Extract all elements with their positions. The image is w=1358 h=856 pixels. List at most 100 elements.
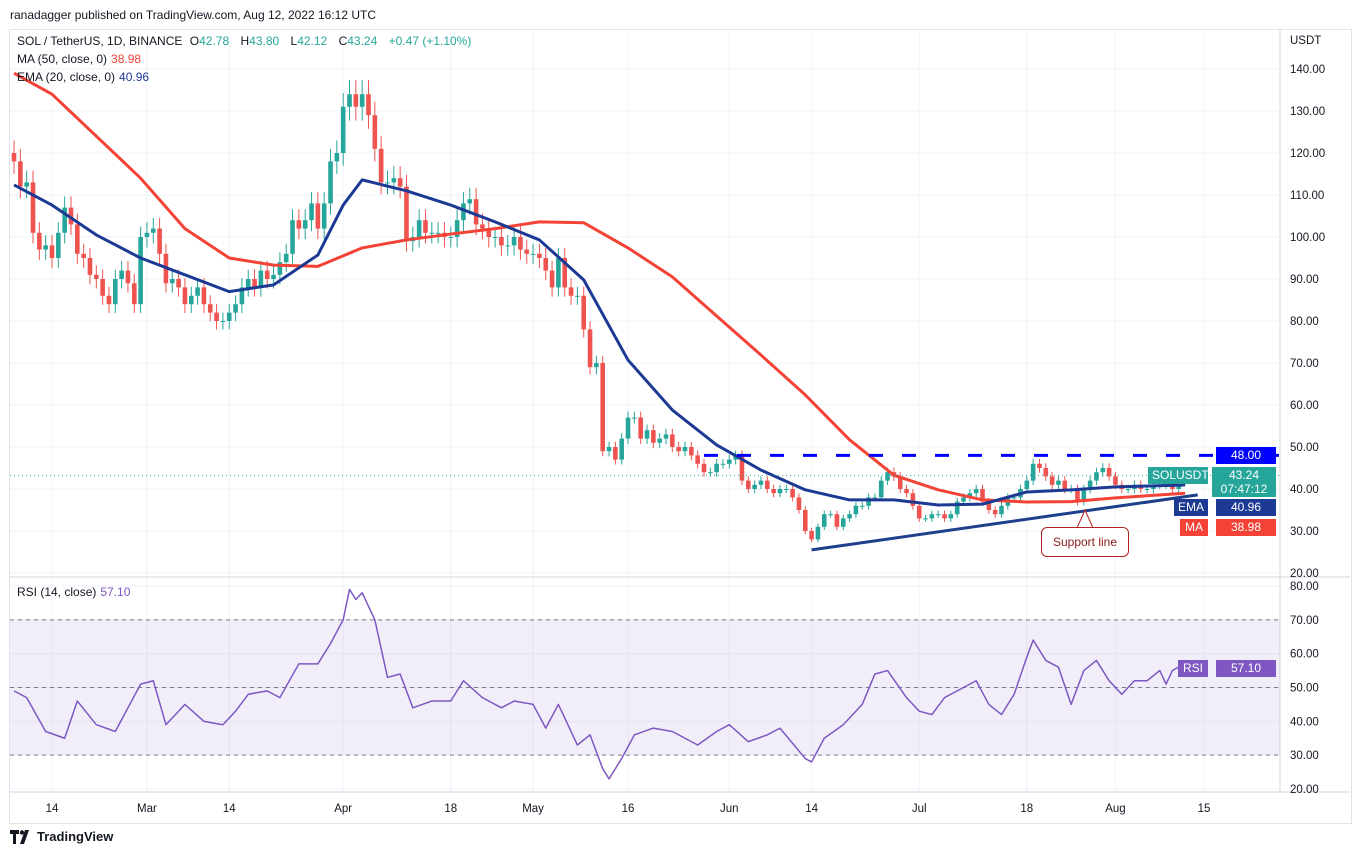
candle-body — [81, 253, 86, 258]
candle-body — [904, 489, 909, 494]
candle-body — [752, 484, 757, 489]
candle-body — [334, 153, 340, 162]
rsi-tick-label: 40.00 — [1290, 716, 1319, 728]
time-tick-label: 14 — [223, 803, 236, 815]
candle-body — [258, 270, 264, 288]
candle-body — [435, 232, 441, 234]
last-price: 43.24 — [1228, 468, 1260, 482]
open-value: 42.78 — [199, 34, 230, 48]
time-tick-label: Aug — [1105, 803, 1125, 815]
price-tick-label: 100.00 — [1290, 232, 1325, 244]
candle-body — [385, 182, 390, 184]
candle-body — [828, 514, 833, 516]
candle-body — [802, 510, 808, 531]
candle-body — [214, 312, 219, 321]
candle-body — [321, 203, 327, 229]
candle-body — [378, 148, 384, 183]
price-tick-label: 30.00 — [1290, 526, 1319, 538]
ma-value: 38.98 — [111, 52, 142, 66]
low-value: 42.12 — [297, 34, 328, 48]
time-tick-label: May — [522, 803, 544, 815]
low-label: L — [290, 34, 298, 48]
indicator-lines — [10, 71, 1280, 780]
candle-body — [201, 287, 207, 305]
candle-body — [473, 199, 479, 225]
candle-body — [131, 283, 137, 305]
price-tick-label: 90.00 — [1290, 274, 1319, 286]
ma-label: MA (50, close, 0) — [17, 52, 108, 66]
price-tick-label: 40.00 — [1290, 484, 1319, 496]
candle-body — [967, 493, 973, 498]
ma-price-tag: 38.98 — [1216, 519, 1276, 536]
tradingview-logo-icon — [10, 829, 29, 844]
price-tick-label: 70.00 — [1290, 358, 1319, 370]
candle-body — [942, 514, 947, 519]
rsi-band — [10, 619, 1280, 756]
candle-body — [897, 476, 903, 489]
candle-body — [625, 417, 631, 439]
candle-body — [606, 447, 612, 452]
candle-body — [448, 237, 454, 238]
candle-body — [562, 258, 568, 288]
candle-body — [992, 510, 998, 515]
ema-legend[interactable]: EMA (20, close, 0) 40.96 — [17, 70, 153, 84]
candle-body — [144, 232, 150, 237]
candle-body — [315, 203, 321, 229]
candle-body — [821, 514, 827, 527]
rsi-tick-label: 30.00 — [1290, 750, 1319, 762]
candle-body — [670, 434, 675, 447]
candle-body — [1056, 480, 1061, 485]
candle-body — [37, 232, 42, 250]
candle-body — [296, 220, 302, 229]
support-line — [811, 493, 1198, 552]
candle-body — [771, 489, 776, 494]
symbol-legend: SOL / TetherUS, 1D, BINANCE O42.78 H43.8… — [17, 34, 475, 48]
time-tick-label: 18 — [444, 803, 457, 815]
high-label: H — [240, 34, 250, 48]
rsi-tag-label: RSI — [1178, 660, 1208, 677]
rsi-legend[interactable]: RSI (14, close) 57.10 — [17, 585, 134, 599]
candle-body — [575, 295, 580, 297]
symbol-tag: SOLUSDT — [1148, 467, 1209, 484]
candle-body — [245, 279, 251, 288]
candle-body — [1043, 468, 1049, 477]
price-tick-label: 140.00 — [1290, 64, 1325, 76]
candle-body — [113, 279, 118, 305]
candle-body — [125, 270, 131, 284]
candle-body — [1125, 489, 1131, 490]
candle-body — [986, 501, 992, 510]
candle-body — [252, 279, 257, 288]
price-tick-label: 130.00 — [1290, 106, 1325, 118]
candle-body — [929, 514, 935, 519]
time-tick-label: Jun — [720, 803, 739, 815]
candle-body — [347, 94, 352, 107]
close-label: C — [338, 34, 348, 48]
candle-body — [1106, 468, 1112, 477]
candle-body — [220, 321, 226, 322]
tradingview-logo[interactable]: TradingView — [10, 829, 113, 844]
candle-body — [416, 220, 422, 237]
ma-legend[interactable]: MA (50, close, 0) 38.98 — [17, 52, 145, 66]
support-line-callout[interactable]: Support line — [1041, 527, 1129, 557]
candle-body — [695, 455, 700, 464]
candle-body — [682, 447, 688, 452]
candle-body — [150, 228, 156, 233]
candle-body — [783, 489, 789, 490]
candle-body — [391, 178, 397, 183]
candle-body — [1011, 497, 1017, 499]
candle-body — [56, 232, 61, 258]
candle-body — [182, 287, 188, 305]
rsi-tick-label: 70.00 — [1290, 615, 1319, 627]
candle-body — [226, 312, 232, 321]
candle-body — [746, 480, 751, 489]
candle-body — [372, 115, 378, 149]
candle-body — [613, 447, 618, 460]
candle-body — [847, 514, 852, 519]
candle-body — [840, 518, 846, 527]
time-tick-label: Jul — [912, 803, 927, 815]
rsi-tick-label: 80.00 — [1290, 581, 1319, 593]
candle-body — [499, 237, 504, 246]
candle-body — [714, 463, 719, 473]
candle-body — [676, 447, 681, 452]
